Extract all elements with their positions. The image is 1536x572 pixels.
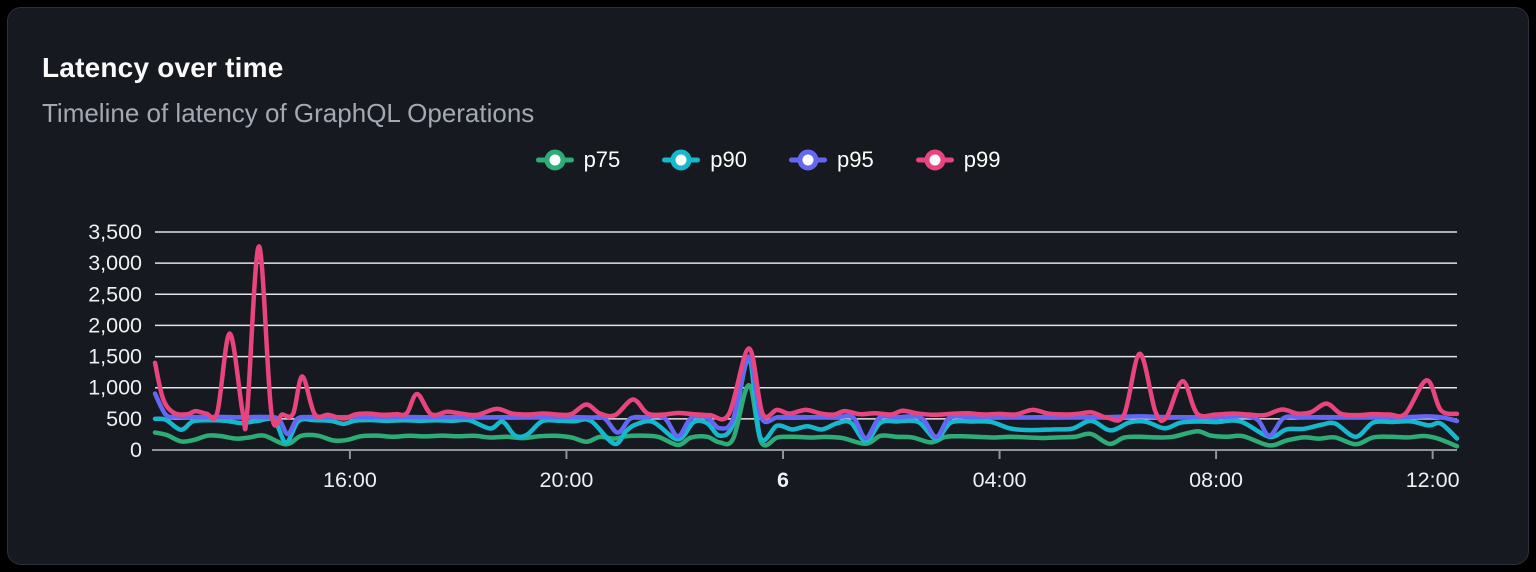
x-axis-tick-label: 12:00 [1406, 468, 1460, 492]
y-axis-tick-label: 500 [106, 407, 142, 431]
y-axis-tick-label: 2,000 [88, 313, 142, 337]
y-axis-tick-label: 1,500 [88, 345, 142, 369]
legend-label-p99: p99 [963, 147, 1001, 172]
x-axis-tick-label: 08:00 [1189, 468, 1243, 492]
p90-series-marker-icon [662, 148, 700, 172]
y-axis-tick-label: 1,000 [88, 376, 142, 400]
y-axis-tick-label: 0 [130, 438, 142, 462]
x-axis-tick-label: 6 [777, 468, 789, 492]
chart-title: Latency over time [42, 52, 284, 83]
chart-subtitle: Timeline of latency of GraphQL Operation… [42, 98, 535, 128]
series-p99-line [152, 244, 1460, 432]
y-axis-tick-label: 3,000 [88, 251, 142, 275]
legend-label-p95: p95 [837, 147, 874, 172]
ring-icon [544, 149, 566, 171]
legend-item-p95[interactable]: p95 [789, 147, 874, 173]
legend-label-p90: p90 [710, 147, 747, 172]
series-p75-line [152, 382, 1460, 449]
p75-series-marker-icon [536, 148, 574, 172]
ring-icon [924, 149, 946, 171]
chart-legend: p75 p90 p95 p99 [8, 140, 1528, 180]
legend-item-p75[interactable]: p75 [536, 147, 621, 173]
p95-series-marker-icon [789, 148, 827, 172]
legend-item-p90[interactable]: p90 [662, 147, 747, 173]
ring-icon [797, 149, 819, 171]
legend-item-p99[interactable]: p99 [916, 147, 1001, 173]
latency-card: Latency over time Timeline of latency of… [7, 7, 1529, 565]
x-axis-tick-label: 20:00 [540, 468, 594, 492]
y-axis-tick-label: 3,500 [88, 220, 142, 244]
legend-label-p75: p75 [583, 147, 621, 172]
x-axis-tick-label: 16:00 [323, 468, 377, 492]
p99-series-marker-icon [916, 148, 954, 172]
y-axis-tick-label: 2,500 [88, 282, 142, 306]
series-p90-line [152, 356, 1460, 447]
ring-icon [670, 149, 692, 171]
x-axis-tick-label: 04:00 [973, 468, 1027, 492]
